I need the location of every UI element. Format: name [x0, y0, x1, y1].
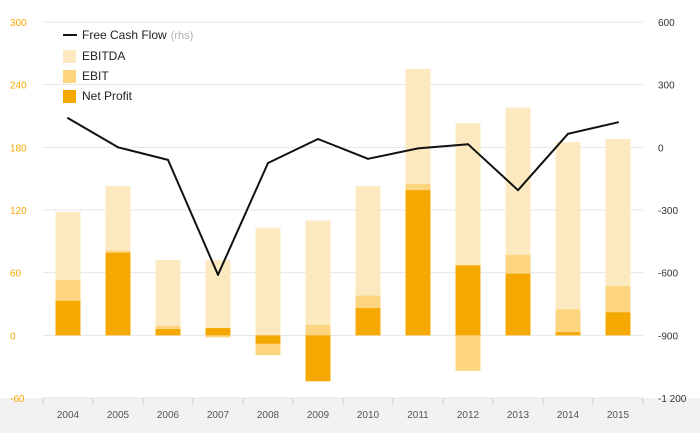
x-axis-ticks: 2004 2005 2006 2007 2008 2009 2010 2011 2012 2013… — [57, 410, 630, 421]
right-tick-label: -300 — [658, 206, 678, 217]
legend-swatch-ebitda — [63, 50, 76, 63]
free-cash-flow-point — [417, 147, 419, 150]
right-tick-label: 300 — [658, 81, 675, 92]
x-tick-label: 2010 — [357, 410, 380, 421]
right-tick-label: -600 — [658, 269, 678, 280]
x-tick-label: 2004 — [57, 410, 80, 421]
ebitda-bar — [255, 227, 281, 336]
right-tick-label: -1 200 — [658, 394, 687, 405]
x-tick-label: 2011 — [407, 410, 429, 421]
left-tick-label: 240 — [10, 81, 27, 92]
left-tick-label: 300 — [10, 18, 27, 29]
gridlines — [42, 21, 644, 405]
ebitda-bar — [205, 260, 231, 336]
left-tick-label: 180 — [10, 143, 27, 154]
x-tick-label: 2005 — [107, 410, 130, 421]
free-cash-flow-polyline — [67, 117, 619, 276]
left-tick-label: 0 — [10, 331, 16, 342]
left-axis-ticks: 300 240 180 120 60 0 -60 — [10, 18, 27, 405]
right-tick-label: -900 — [658, 331, 678, 342]
net-profit-bar — [605, 312, 631, 336]
ebitda-bar — [155, 260, 181, 336]
legend-label-ebitda: EBITDA — [82, 49, 125, 63]
net-profit-bar — [255, 335, 281, 344]
right-tick-label: 600 — [658, 18, 675, 29]
x-tick-label: 2012 — [457, 410, 480, 421]
legend-note-rhs: (rhs) — [171, 30, 194, 42]
x-tick-label: 2009 — [307, 410, 330, 421]
x-tick-label: 2006 — [157, 410, 180, 421]
ebitda-bar — [555, 142, 581, 336]
left-tick-label: 60 — [10, 269, 22, 280]
net-profit-bar — [205, 328, 231, 336]
net-profit-bars — [55, 190, 631, 382]
ebit-bar — [305, 324, 331, 336]
free-cash-flow-point — [167, 158, 169, 161]
legend-label-net-profit: Net Profit — [82, 89, 133, 103]
free-cash-flow-point — [67, 117, 69, 120]
right-tick-label: 0 — [658, 143, 664, 154]
right-axis-ticks: 600 300 0 -300 -600 -900 -1 200 — [658, 18, 687, 405]
free-cash-flow-point — [117, 146, 119, 149]
net-profit-bar — [155, 329, 181, 336]
ebit-bars — [55, 183, 631, 371]
legend-item-free-cash-flow: Free Cash Flow (rhs) — [82, 28, 193, 42]
free-cash-flow-point — [567, 132, 569, 135]
net-profit-bar — [355, 308, 381, 336]
x-tick-label: 2014 — [557, 410, 580, 421]
ebit-bar — [555, 309, 581, 336]
x-tick-label: 2008 — [257, 410, 280, 421]
free-cash-flow-point — [617, 121, 619, 124]
net-profit-bar — [105, 252, 131, 336]
free-cash-flow-line — [67, 117, 619, 276]
ebit-bar — [455, 335, 481, 371]
free-cash-flow-point — [367, 157, 369, 160]
net-profit-bar — [55, 300, 81, 336]
left-tick-label: 120 — [10, 206, 27, 217]
free-cash-flow-point — [467, 143, 469, 146]
net-profit-bar — [405, 190, 431, 336]
ebit-bar — [205, 335, 231, 338]
legend: Free Cash Flow (rhs) EBITDA EBIT Net Prof… — [63, 28, 193, 103]
ebitda-bar — [305, 220, 331, 336]
left-tick-label: -60 — [10, 394, 25, 405]
x-tick-label: 2013 — [507, 410, 530, 421]
free-cash-flow-point — [217, 273, 219, 276]
x-axis-band — [0, 398, 700, 433]
legend-label-ebit: EBIT — [82, 69, 109, 83]
net-profit-bar — [555, 332, 581, 336]
x-tick-label: 2007 — [207, 410, 230, 421]
ebitda-bars — [55, 69, 631, 336]
free-cash-flow-point — [267, 162, 269, 164]
free-cash-flow-point — [317, 137, 319, 140]
net-profit-bar — [305, 335, 331, 382]
legend-swatch-net-profit — [63, 90, 76, 103]
net-profit-bar — [455, 265, 481, 336]
free-cash-flow-point — [517, 189, 519, 192]
legend-swatch-ebit — [63, 70, 76, 83]
net-profit-bar — [505, 273, 531, 336]
x-tick-label: 2015 — [607, 410, 630, 421]
legend-label-free-cash-flow: Free Cash Flow — [82, 28, 167, 42]
